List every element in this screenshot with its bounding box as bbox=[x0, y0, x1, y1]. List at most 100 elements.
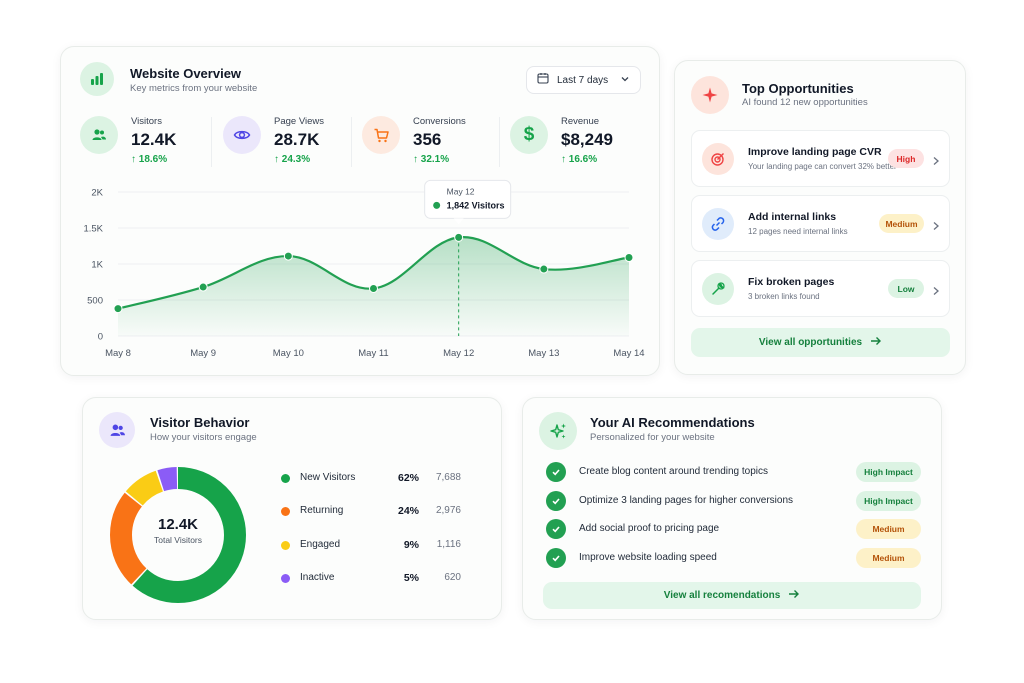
y-tick-label: 1.5K bbox=[83, 224, 103, 235]
recommendation-text: Improve website loading speed bbox=[579, 552, 717, 563]
impact-badge: Medium bbox=[856, 548, 921, 568]
tooltip-value: 1,842 Visitors bbox=[447, 200, 505, 210]
opportunity-desc: Your landing page can convert 32% better bbox=[748, 162, 897, 171]
legend-pct: 5% bbox=[403, 572, 419, 584]
data-point bbox=[283, 251, 293, 261]
check-icon bbox=[546, 548, 566, 568]
legend-count: 7,688 bbox=[435, 472, 461, 483]
check-icon bbox=[546, 491, 566, 511]
dollar-icon: $ bbox=[510, 116, 548, 154]
opportunity-desc: 3 broken links found bbox=[748, 292, 820, 301]
recommendation-text: Create blog content around trending topi… bbox=[579, 466, 769, 477]
recommendation-item[interactable]: Optimize 3 landing pages for higher conv… bbox=[546, 490, 921, 512]
data-point bbox=[198, 282, 208, 292]
donut-center-label: Total Visitors bbox=[153, 535, 203, 545]
legend-row: New Visitors 62% 7,688 bbox=[281, 470, 471, 486]
link-icon bbox=[702, 208, 734, 240]
impact-badge: High Impact bbox=[856, 462, 921, 482]
metric-revenue: $ Revenue $8,249 ↑ 16.6% bbox=[510, 112, 650, 174]
view-all-label: View all opportunities bbox=[758, 337, 863, 348]
arrow-right-icon bbox=[788, 589, 800, 602]
tooltip-pointer bbox=[453, 218, 464, 225]
area-fill bbox=[118, 237, 629, 336]
legend-count: 620 bbox=[444, 572, 461, 583]
metric-change-value: 18.6% bbox=[138, 154, 168, 165]
legend-name: Returning bbox=[300, 505, 344, 516]
legend-row: Inactive 5% 620 bbox=[281, 570, 471, 586]
overview-title: Website Overview bbox=[130, 66, 242, 81]
metric-change: ↑ 16.6% bbox=[561, 154, 598, 165]
visitor-donut-chart bbox=[110, 467, 246, 603]
y-tick-label: 500 bbox=[87, 296, 103, 307]
view-all-recommendations-button[interactable]: View all recomendations bbox=[543, 582, 921, 609]
donut-segment bbox=[110, 467, 246, 603]
data-point bbox=[539, 264, 549, 274]
data-point bbox=[369, 283, 378, 293]
ai-recommendations-card: Your AI Recommendations Personalized for… bbox=[522, 397, 942, 620]
bar-chart-icon bbox=[80, 62, 114, 96]
behavior-title: Visitor Behavior bbox=[150, 415, 250, 430]
tooltip-box bbox=[424, 179, 512, 219]
check-icon bbox=[546, 462, 566, 482]
view-all-label: View all recomendations bbox=[663, 590, 781, 601]
check-icon bbox=[546, 519, 566, 539]
recommendations-title: Your AI Recommendations bbox=[590, 415, 755, 430]
opportunity-item[interactable]: Improve landing page CVR Your landing pa… bbox=[691, 130, 950, 187]
metric-label: Revenue bbox=[561, 116, 600, 127]
divider bbox=[211, 117, 212, 167]
chevron-down-icon bbox=[620, 71, 630, 89]
legend-count: 2,976 bbox=[435, 505, 461, 516]
x-tick-label: May 13 bbox=[528, 348, 559, 359]
data-point bbox=[113, 304, 123, 314]
calendar-icon bbox=[537, 71, 549, 89]
y-tick-label: 1K bbox=[91, 260, 103, 271]
date-range-dropdown[interactable]: Last 7 days bbox=[526, 66, 641, 94]
x-tick-label: May 10 bbox=[273, 348, 304, 359]
x-tick-label: May 8 bbox=[105, 348, 131, 359]
eye-icon bbox=[223, 116, 261, 154]
visitor-behavior-card: Visitor Behavior How your visitors engag… bbox=[82, 397, 502, 620]
metric-change: ↑ 18.6% bbox=[131, 154, 168, 165]
opportunities-subtitle: AI found 12 new opportunities bbox=[742, 97, 868, 108]
impact-badge: Medium bbox=[856, 519, 921, 539]
legend-name: Inactive bbox=[300, 572, 335, 583]
x-tick-label: May 14 bbox=[613, 348, 644, 359]
legend-row: Returning 24% 2,976 bbox=[281, 503, 471, 519]
recommendation-item[interactable]: Create blog content around trending topi… bbox=[546, 461, 921, 483]
legend-name: New Visitors bbox=[300, 472, 356, 483]
wrench-icon bbox=[702, 273, 734, 305]
donut-segment bbox=[110, 467, 246, 603]
users-icon bbox=[80, 116, 118, 154]
view-all-opportunities-button[interactable]: View all opportunities bbox=[691, 328, 950, 357]
legend-count: 1,116 bbox=[436, 539, 461, 550]
overview-subtitle: Key metrics from your website bbox=[130, 83, 258, 94]
priority-badge: Medium bbox=[879, 214, 924, 233]
top-opportunities-card: Top Opportunities AI found 12 new opport… bbox=[674, 60, 966, 375]
divider bbox=[351, 117, 352, 167]
metric-page-views: Page Views 28.7K ↑ 24.3% bbox=[223, 112, 363, 174]
donut-center-value: 12.4K bbox=[157, 516, 199, 533]
metric-label: Visitors bbox=[131, 116, 162, 127]
recommendation-item[interactable]: Add social proof to pricing page Medium bbox=[546, 518, 921, 540]
metric-change-value: 32.1% bbox=[420, 154, 450, 165]
metric-conversions: Conversions 356 ↑ 32.1% bbox=[362, 112, 502, 174]
chevron-right-icon bbox=[932, 218, 940, 236]
users-icon bbox=[99, 412, 135, 448]
metric-change: ↑ 32.1% bbox=[413, 154, 450, 165]
data-point bbox=[454, 232, 464, 242]
website-overview-card: Website Overview Key metrics from your w… bbox=[60, 46, 660, 376]
tooltip-dot bbox=[433, 201, 441, 209]
opportunities-title: Top Opportunities bbox=[742, 81, 854, 96]
tooltip-date: May 12 bbox=[447, 186, 475, 196]
legend-dot bbox=[281, 541, 290, 550]
opportunity-title: Fix broken pages bbox=[748, 276, 835, 288]
metric-value: $8,249 bbox=[561, 130, 613, 149]
metric-value: 28.7K bbox=[274, 130, 320, 149]
legend-name: Engaged bbox=[300, 539, 341, 550]
opportunity-item[interactable]: Add internal links 12 pages need interna… bbox=[691, 195, 950, 252]
opportunity-item[interactable]: Fix broken pages 3 broken links found Lo… bbox=[691, 260, 950, 317]
divider bbox=[499, 117, 500, 167]
opportunity-title: Add internal links bbox=[748, 211, 837, 223]
recommendation-item[interactable]: Improve website loading speed Medium bbox=[546, 547, 921, 569]
data-point bbox=[624, 253, 634, 263]
